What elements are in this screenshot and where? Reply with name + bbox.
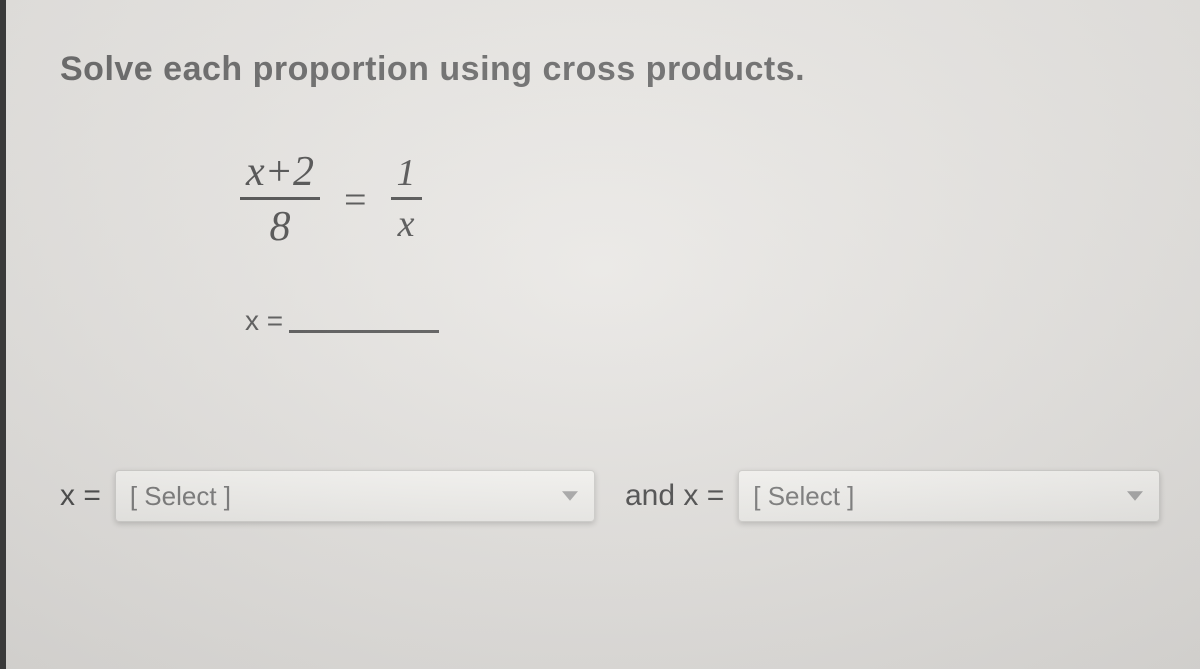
answer-group-1: x = [ Select ] bbox=[60, 470, 595, 522]
right-numerator: 1 bbox=[391, 153, 422, 200]
answer1-label: x = bbox=[60, 479, 101, 513]
chevron-down-icon bbox=[558, 471, 582, 521]
answers-row: x = [ Select ] and x = [ Select ] bbox=[60, 470, 1160, 522]
answer1-select[interactable]: [ Select ] bbox=[115, 470, 595, 522]
chevron-down-icon bbox=[1123, 471, 1147, 521]
answer-blank-line bbox=[289, 326, 439, 333]
equals-sign: = bbox=[338, 176, 373, 223]
page-left-border bbox=[0, 0, 6, 669]
answer-group-2: and x = [ Select ] bbox=[625, 470, 1160, 522]
fraction-left: x+2 8 bbox=[240, 149, 320, 250]
instruction-text: Solve each proportion using cross produc… bbox=[60, 50, 1140, 89]
fraction-right: 1 x bbox=[391, 153, 422, 246]
answer1-placeholder: [ Select ] bbox=[130, 481, 231, 512]
proportion-equation: x+2 8 = 1 x bbox=[240, 149, 1140, 250]
answer2-placeholder: [ Select ] bbox=[753, 481, 854, 512]
left-numerator: x+2 bbox=[240, 149, 320, 200]
answer2-label: and x = bbox=[625, 479, 724, 513]
blank-prefix: x = bbox=[245, 305, 283, 337]
answer2-select[interactable]: [ Select ] bbox=[738, 470, 1160, 522]
left-denominator: 8 bbox=[269, 200, 290, 250]
equation-block: x+2 8 = 1 x bbox=[240, 149, 1140, 250]
write-in-blank: x = bbox=[245, 305, 1140, 337]
question-page: Solve each proportion using cross produc… bbox=[0, 0, 1200, 669]
right-denominator: x bbox=[398, 200, 415, 246]
